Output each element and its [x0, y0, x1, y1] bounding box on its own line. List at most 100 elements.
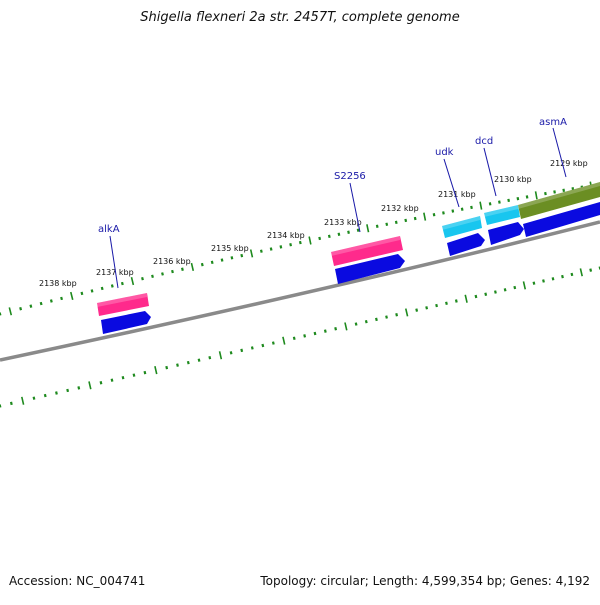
inner-tick: [241, 349, 242, 352]
outer-tick: [251, 249, 253, 257]
gene-label[interactable]: alkA: [98, 224, 120, 235]
outer-tick: [518, 197, 519, 200]
outer-tick: [415, 217, 416, 220]
outer-tick: [212, 261, 213, 264]
outer-tick: [191, 263, 193, 271]
inner-tick: [505, 288, 506, 291]
outer-tick: [358, 229, 359, 232]
inner-tick: [252, 346, 253, 349]
inner-tick: [590, 269, 591, 272]
inner-tick: [580, 268, 582, 276]
outer-tick: [377, 225, 378, 228]
inner-tick: [199, 359, 200, 362]
outer-tick: [20, 307, 21, 310]
inner-tick: [485, 293, 486, 296]
outer-tick: [386, 223, 387, 226]
inner-tick: [101, 381, 102, 384]
outer-tick: [367, 224, 369, 232]
outer-tick: [490, 202, 491, 205]
gene-label[interactable]: udk: [435, 147, 454, 158]
outer-tick: [102, 287, 103, 290]
inner-tick: [543, 280, 544, 283]
gene-leader-line: [484, 148, 496, 196]
gene-leader-line: [553, 128, 566, 177]
inner-tick: [123, 376, 124, 379]
inner-tick: [220, 351, 222, 359]
inner-tick: [495, 291, 496, 294]
inner-tick: [89, 381, 91, 389]
inner-tick: [572, 273, 573, 276]
outer-tick: [122, 282, 123, 285]
ruler-label: 2135 kbp: [211, 244, 249, 253]
outer-tick: [241, 254, 242, 257]
outer-tick: [162, 272, 163, 275]
outer-tick: [434, 213, 435, 216]
gene-leader-line: [110, 236, 118, 288]
outer-tick: [222, 259, 223, 262]
outer-tick: [527, 195, 528, 198]
inner-tick: [294, 337, 295, 340]
inner-tick: [356, 323, 357, 326]
inner-tick: [112, 379, 113, 382]
outer-tick: [172, 270, 173, 273]
ruler-label: 2129 kbp: [550, 159, 588, 168]
inner-tick: [188, 361, 189, 364]
inner-tick: [553, 277, 554, 280]
inner-tick: [335, 327, 336, 330]
outer-tick: [92, 289, 93, 292]
inner-tick: [78, 386, 79, 389]
inner-tick: [134, 374, 135, 377]
inner-tick: [345, 323, 347, 331]
inner-tick: [396, 313, 397, 316]
inner-tick: [209, 356, 210, 359]
outer-tick: [232, 256, 233, 259]
outer-tick: [51, 300, 52, 303]
outer-tick: [61, 297, 62, 300]
gene-label[interactable]: dcd: [475, 136, 493, 147]
outer-tick: [112, 285, 113, 288]
inner-tick: [436, 304, 437, 307]
inner-tick: [304, 334, 305, 337]
outer-tick: [290, 243, 291, 246]
map-title: Shigella flexneri 2a str. 2457T, complet…: [0, 10, 600, 25]
outer-tick: [82, 292, 83, 295]
outer-tick: [31, 305, 32, 308]
inner-tick: [67, 389, 68, 392]
inner-tick: [283, 337, 285, 345]
gene-label[interactable]: asmA: [539, 117, 567, 128]
outer-tick: [453, 210, 454, 213]
inner-tick: [22, 397, 24, 405]
inner-tick: [476, 295, 477, 298]
outer-tick: [462, 208, 463, 211]
outer-tick: [563, 189, 564, 192]
inner-tick: [231, 351, 232, 354]
ruler-label: 2134 kbp: [267, 231, 305, 240]
inner-tick: [166, 366, 167, 369]
gene-label[interactable]: S2256: [334, 171, 366, 182]
outer-tick: [261, 250, 262, 253]
ruler-label: 2138 kbp: [39, 279, 77, 288]
topology-summary: Topology: circular; Length: 4,599,354 bp…: [260, 574, 590, 588]
inner-tick: [262, 344, 263, 347]
inner-tick-ring: [0, 267, 600, 408]
inner-tick: [562, 275, 563, 278]
outer-tick: [329, 235, 330, 238]
outer-tick: [71, 292, 73, 300]
outer-tick: [152, 275, 153, 278]
outer-tick: [536, 191, 537, 199]
outer-tick: [319, 237, 320, 240]
outer-tick: [424, 213, 426, 221]
outer-tick: [339, 233, 340, 236]
gene-leader-line: [444, 159, 459, 207]
inner-tick: [273, 342, 274, 345]
outer-tick: [348, 231, 349, 234]
ruler-label: 2132 kbp: [381, 204, 419, 213]
inner-tick: [514, 286, 515, 289]
inner-tick: [376, 318, 377, 321]
outer-tick: [545, 192, 546, 195]
inner-tick: [456, 300, 457, 303]
outer-tick: [41, 302, 42, 305]
